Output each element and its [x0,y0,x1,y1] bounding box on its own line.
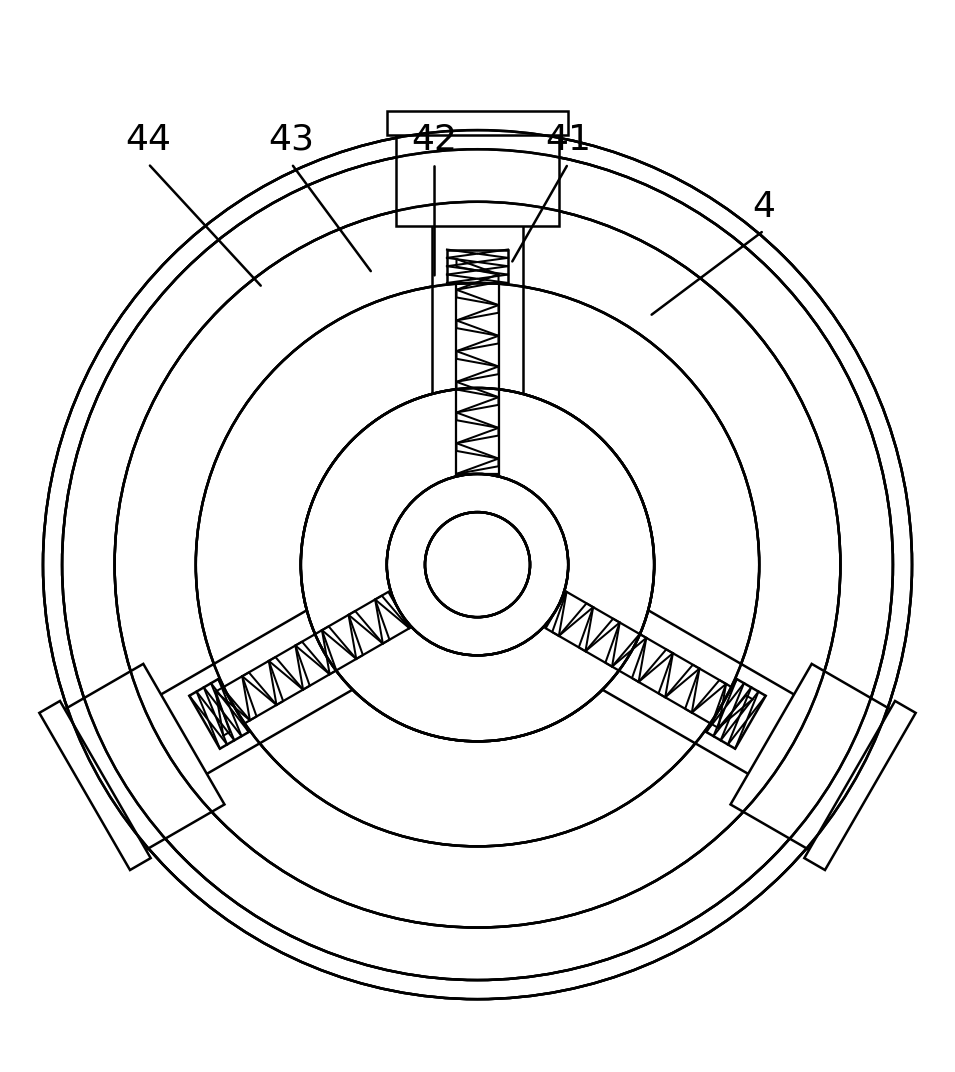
Text: 4: 4 [753,190,775,224]
Polygon shape [60,664,224,852]
Text: 42: 42 [412,122,457,157]
Polygon shape [804,701,916,870]
Polygon shape [39,701,151,870]
Polygon shape [432,202,523,474]
Circle shape [387,474,568,655]
Circle shape [301,388,654,742]
Polygon shape [189,679,249,748]
Circle shape [425,512,530,617]
Circle shape [196,283,759,847]
Polygon shape [456,259,499,474]
Circle shape [425,512,530,617]
Polygon shape [533,570,815,786]
Polygon shape [140,570,422,786]
Text: 44: 44 [125,122,171,157]
Text: 43: 43 [268,122,314,157]
Circle shape [43,130,912,999]
Circle shape [62,149,893,980]
Polygon shape [387,111,568,135]
Polygon shape [706,679,766,748]
Circle shape [301,388,654,742]
Polygon shape [731,664,895,852]
Polygon shape [202,592,410,735]
Text: 41: 41 [545,122,591,157]
Circle shape [387,474,568,655]
Polygon shape [396,130,559,225]
Polygon shape [545,592,753,735]
Polygon shape [447,250,508,283]
Circle shape [115,202,840,927]
